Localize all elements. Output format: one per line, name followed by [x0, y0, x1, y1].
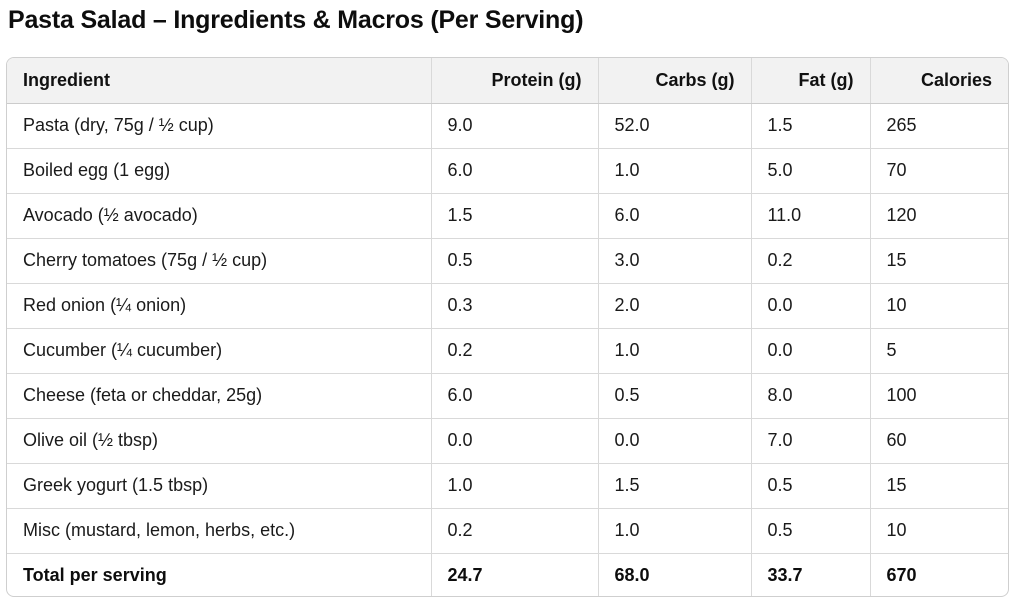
table-row: Red onion (¼ onion) 0.3 2.0 0.0 10	[7, 283, 1008, 329]
total-label-cell: Total per serving	[7, 553, 432, 596]
table-row: Avocado (½ avocado) 1.5 6.0 11.0 120	[7, 193, 1008, 239]
header-row: Ingredient Protein (g) Carbs (g) Fat (g)…	[7, 58, 1008, 104]
calories-cell: 120	[870, 193, 1008, 239]
ingredient-cell: Cucumber (¼ cucumber)	[7, 328, 432, 374]
calories-cell: 15	[870, 463, 1008, 509]
ingredient-cell: Boiled egg (1 egg)	[7, 148, 432, 194]
calories-cell: 10	[870, 283, 1008, 329]
protein-cell: 1.5	[431, 193, 599, 239]
table-row: Cucumber (¼ cucumber) 0.2 1.0 0.0 5	[7, 328, 1008, 374]
total-carbs-cell: 68.0	[598, 553, 752, 596]
protein-cell: 0.2	[431, 328, 599, 374]
calories-cell: 5	[870, 328, 1008, 374]
table-body: Pasta (dry, 75g / ½ cup) 9.0 52.0 1.5 26…	[7, 103, 1008, 596]
table-row: Cheese (feta or cheddar, 25g) 6.0 0.5 8.…	[7, 373, 1008, 419]
fat-cell: 0.5	[751, 463, 871, 509]
calories-cell: 15	[870, 238, 1008, 284]
fat-cell: 1.5	[751, 103, 871, 149]
carbs-cell: 2.0	[598, 283, 752, 329]
carbs-cell: 0.5	[598, 373, 752, 419]
carbs-cell: 1.0	[598, 508, 752, 554]
fat-cell: 5.0	[751, 148, 871, 194]
macros-table: Ingredient Protein (g) Carbs (g) Fat (g)…	[7, 58, 1008, 596]
ingredient-cell: Cherry tomatoes (75g / ½ cup)	[7, 238, 432, 284]
ingredient-cell: Avocado (½ avocado)	[7, 193, 432, 239]
fat-cell: 11.0	[751, 193, 871, 239]
macros-table-container: Ingredient Protein (g) Carbs (g) Fat (g)…	[6, 57, 1009, 597]
calories-cell: 10	[870, 508, 1008, 554]
fat-cell: 8.0	[751, 373, 871, 419]
fat-cell: 0.2	[751, 238, 871, 284]
carbs-cell: 1.0	[598, 148, 752, 194]
carbs-cell: 3.0	[598, 238, 752, 284]
column-header-protein: Protein (g)	[431, 58, 599, 104]
total-protein-cell: 24.7	[431, 553, 599, 596]
table-row: Greek yogurt (1.5 tbsp) 1.0 1.5 0.5 15	[7, 463, 1008, 509]
fat-cell: 0.0	[751, 283, 871, 329]
column-header-carbs: Carbs (g)	[598, 58, 752, 104]
table-row: Boiled egg (1 egg) 6.0 1.0 5.0 70	[7, 148, 1008, 194]
table-row: Cherry tomatoes (75g / ½ cup) 0.5 3.0 0.…	[7, 238, 1008, 284]
column-header-fat: Fat (g)	[751, 58, 871, 104]
calories-cell: 265	[870, 103, 1008, 149]
carbs-cell: 6.0	[598, 193, 752, 239]
ingredient-cell: Red onion (¼ onion)	[7, 283, 432, 329]
ingredient-cell: Pasta (dry, 75g / ½ cup)	[7, 103, 432, 149]
table-row: Pasta (dry, 75g / ½ cup) 9.0 52.0 1.5 26…	[7, 103, 1008, 149]
column-header-ingredient: Ingredient	[7, 58, 432, 104]
fat-cell: 7.0	[751, 418, 871, 464]
total-fat-cell: 33.7	[751, 553, 871, 596]
protein-cell: 0.0	[431, 418, 599, 464]
page-title: Pasta Salad – Ingredients & Macros (Per …	[8, 6, 584, 34]
fat-cell: 0.0	[751, 328, 871, 374]
protein-cell: 0.3	[431, 283, 599, 329]
calories-cell: 100	[870, 373, 1008, 419]
protein-cell: 6.0	[431, 373, 599, 419]
carbs-cell: 0.0	[598, 418, 752, 464]
carbs-cell: 52.0	[598, 103, 752, 149]
column-header-calories: Calories	[870, 58, 1008, 104]
ingredient-cell: Greek yogurt (1.5 tbsp)	[7, 463, 432, 509]
ingredient-cell: Cheese (feta or cheddar, 25g)	[7, 373, 432, 419]
ingredient-cell: Misc (mustard, lemon, herbs, etc.)	[7, 508, 432, 554]
fat-cell: 0.5	[751, 508, 871, 554]
protein-cell: 0.5	[431, 238, 599, 284]
table-header: Ingredient Protein (g) Carbs (g) Fat (g)…	[7, 58, 1008, 104]
protein-cell: 9.0	[431, 103, 599, 149]
calories-cell: 70	[870, 148, 1008, 194]
carbs-cell: 1.0	[598, 328, 752, 374]
calories-cell: 60	[870, 418, 1008, 464]
table-row: Olive oil (½ tbsp) 0.0 0.0 7.0 60	[7, 418, 1008, 464]
carbs-cell: 1.5	[598, 463, 752, 509]
total-calories-cell: 670	[886, 565, 917, 586]
protein-cell: 0.2	[431, 508, 599, 554]
protein-cell: 6.0	[431, 148, 599, 194]
total-row: Total per serving 24.7 68.0 33.7 670	[7, 553, 1008, 596]
table-row: Misc (mustard, lemon, herbs, etc.) 0.2 1…	[7, 508, 1008, 554]
protein-cell: 1.0	[431, 463, 599, 509]
ingredient-cell: Olive oil (½ tbsp)	[7, 418, 432, 464]
